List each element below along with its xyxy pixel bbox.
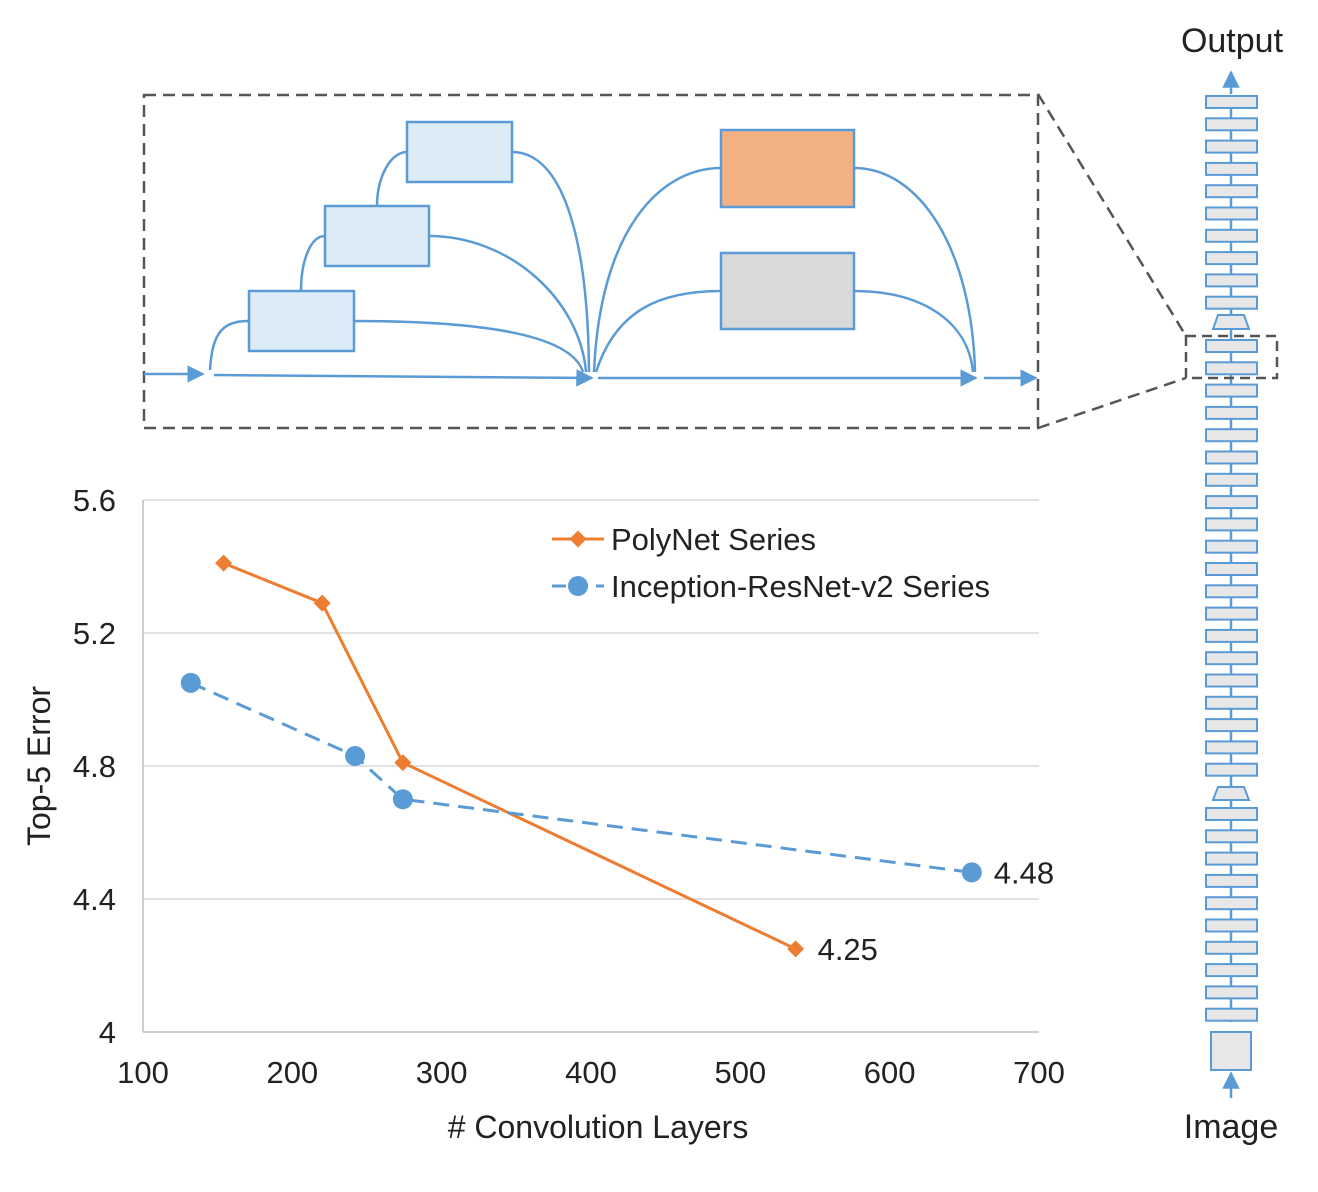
x-tick-label: 300 [416, 1055, 468, 1090]
output-label: Output [1181, 22, 1284, 60]
net-mid-block [1205, 740, 1258, 755]
net-mid-block [1205, 517, 1258, 532]
net-mid-block [1205, 405, 1258, 420]
x-tick-label: 400 [565, 1055, 617, 1090]
y-tick-label: 4.8 [73, 749, 116, 784]
x-tick-label: 500 [714, 1055, 766, 1090]
net-mid-block [1205, 628, 1258, 643]
net-mid-block [1205, 472, 1258, 487]
poly-connectors [208, 150, 977, 373]
y-tick-label: 4 [99, 1015, 116, 1050]
chart-grid [143, 499, 1039, 900]
net-mid-block [1205, 718, 1258, 733]
data-point-circle [392, 789, 413, 810]
net-mid-block [1205, 495, 1258, 510]
gray-block [719, 251, 856, 331]
zoom-highlight-box [1184, 334, 1279, 380]
y-tick-label: 5.6 [73, 483, 116, 518]
net-mid-block [1205, 584, 1258, 599]
image-label: Image [1184, 1108, 1279, 1146]
end-value-label: 4.48 [994, 855, 1054, 890]
data-point-circle [568, 576, 588, 596]
net-bottom-block [1205, 873, 1258, 888]
series-0: 4.25 [215, 554, 878, 967]
x-tick-label: 200 [266, 1055, 318, 1090]
net-top-block [1205, 161, 1258, 176]
net-mid-block [1205, 673, 1258, 688]
detail-panel [142, 93, 1040, 430]
legend-label: Inception-ResNet-v2 Series [611, 569, 990, 604]
data-point-diamond [394, 754, 412, 772]
data-point-diamond [569, 530, 587, 548]
x-tick-label: 600 [864, 1055, 916, 1090]
net-mid-block [1205, 762, 1258, 777]
data-point-circle [961, 862, 982, 883]
zoom-connector-bottom [1037, 376, 1187, 430]
y-tick-label: 5.2 [73, 616, 116, 651]
net-bottom-block [1205, 896, 1258, 911]
net-bottom-block [1205, 851, 1258, 866]
y-tick-label: 4.4 [73, 882, 116, 917]
net-bottom-block [1205, 963, 1258, 978]
net-bottom-block [1205, 918, 1258, 933]
series-line [223, 561, 797, 951]
net-top-block [1205, 117, 1258, 132]
series-line [190, 681, 972, 874]
net-mid-block [1205, 428, 1258, 443]
net-mid-block [1205, 651, 1258, 666]
net-stem-block [1210, 1031, 1252, 1071]
net-mid-block [1205, 562, 1258, 576]
net-top-block [1205, 206, 1258, 221]
net-top-block [1205, 95, 1258, 109]
chart: 100 200 300 400 500 600 700 4 4.4 4.8 5.2 5.6 # Co… [21, 483, 1065, 1145]
net-mid-block [1205, 361, 1258, 376]
net-top-block [1205, 139, 1258, 154]
net-mid-block [1205, 539, 1258, 554]
net-top-block [1205, 273, 1258, 288]
net-top-block [1205, 184, 1258, 199]
chart-series: 4.25 4.48 [180, 554, 1054, 967]
net-top-block [1205, 251, 1258, 266]
y-tick-labels: 4 4.4 4.8 5.2 5.6 [73, 483, 116, 1050]
data-point-diamond [215, 554, 233, 572]
net-mid-block [1205, 695, 1258, 710]
net-bottom-block [1205, 1007, 1258, 1022]
poly-block-2 [323, 204, 431, 268]
net-mid-block [1205, 383, 1258, 398]
chart-axes [142, 500, 1039, 1033]
poly-block-1 [247, 289, 356, 353]
network-blocks [1205, 70, 1258, 1098]
x-tick-label: 700 [1013, 1055, 1065, 1090]
poly-block-3 [405, 120, 514, 184]
series-1: 4.48 [180, 672, 1054, 890]
data-point-circle [180, 672, 201, 693]
net-bottom-block [1205, 985, 1258, 1000]
data-point-circle [345, 746, 366, 767]
end-value-label: 4.25 [818, 932, 878, 967]
net-reduction-top [1211, 314, 1251, 330]
data-point-diamond [313, 594, 331, 612]
net-mid-block [1205, 450, 1258, 465]
chart-legend: PolyNet Series Inception-ResNet-v2 Series [552, 522, 990, 604]
net-top-block [1205, 228, 1258, 243]
net-top-block [1205, 295, 1258, 310]
net-reduction-bottom [1211, 786, 1251, 801]
legend-label: PolyNet Series [611, 522, 816, 557]
net-bottom-block [1205, 829, 1258, 844]
net-mid-block [1205, 339, 1258, 353]
y-axis-label: Top-5 Error [21, 686, 57, 846]
orange-block [719, 128, 856, 209]
network-diagram: Output Image [1036, 22, 1284, 1146]
net-bottom-block [1205, 940, 1258, 955]
x-tick-label: 100 [117, 1055, 169, 1090]
zoom-connector-top [1036, 93, 1188, 337]
net-mid-block [1205, 606, 1258, 621]
detail-frame [142, 93, 1040, 430]
x-tick-labels: 100 200 300 400 500 600 700 [117, 1055, 1065, 1090]
data-point-diamond [787, 940, 805, 958]
net-bottom-block [1205, 807, 1258, 821]
flow-arrow-1 [213, 369, 594, 387]
x-axis-label: # Convolution Layers [448, 1109, 749, 1145]
